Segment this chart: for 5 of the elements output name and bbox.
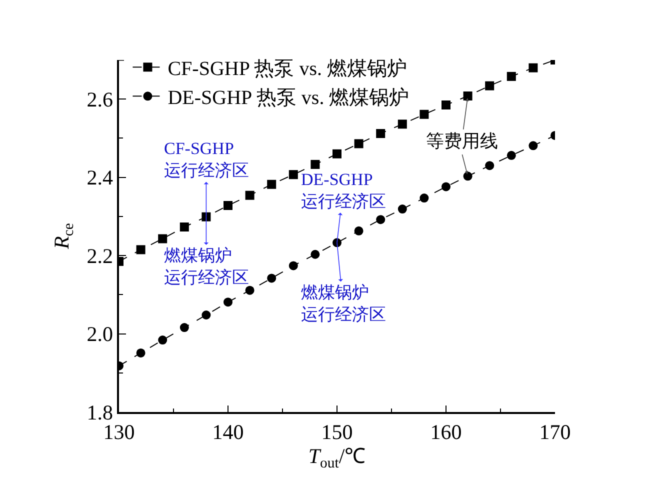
- x-tick-label: 170: [539, 420, 571, 444]
- point: [528, 63, 538, 72]
- point: [506, 150, 516, 160]
- point: [528, 141, 538, 150]
- point: [506, 72, 516, 81]
